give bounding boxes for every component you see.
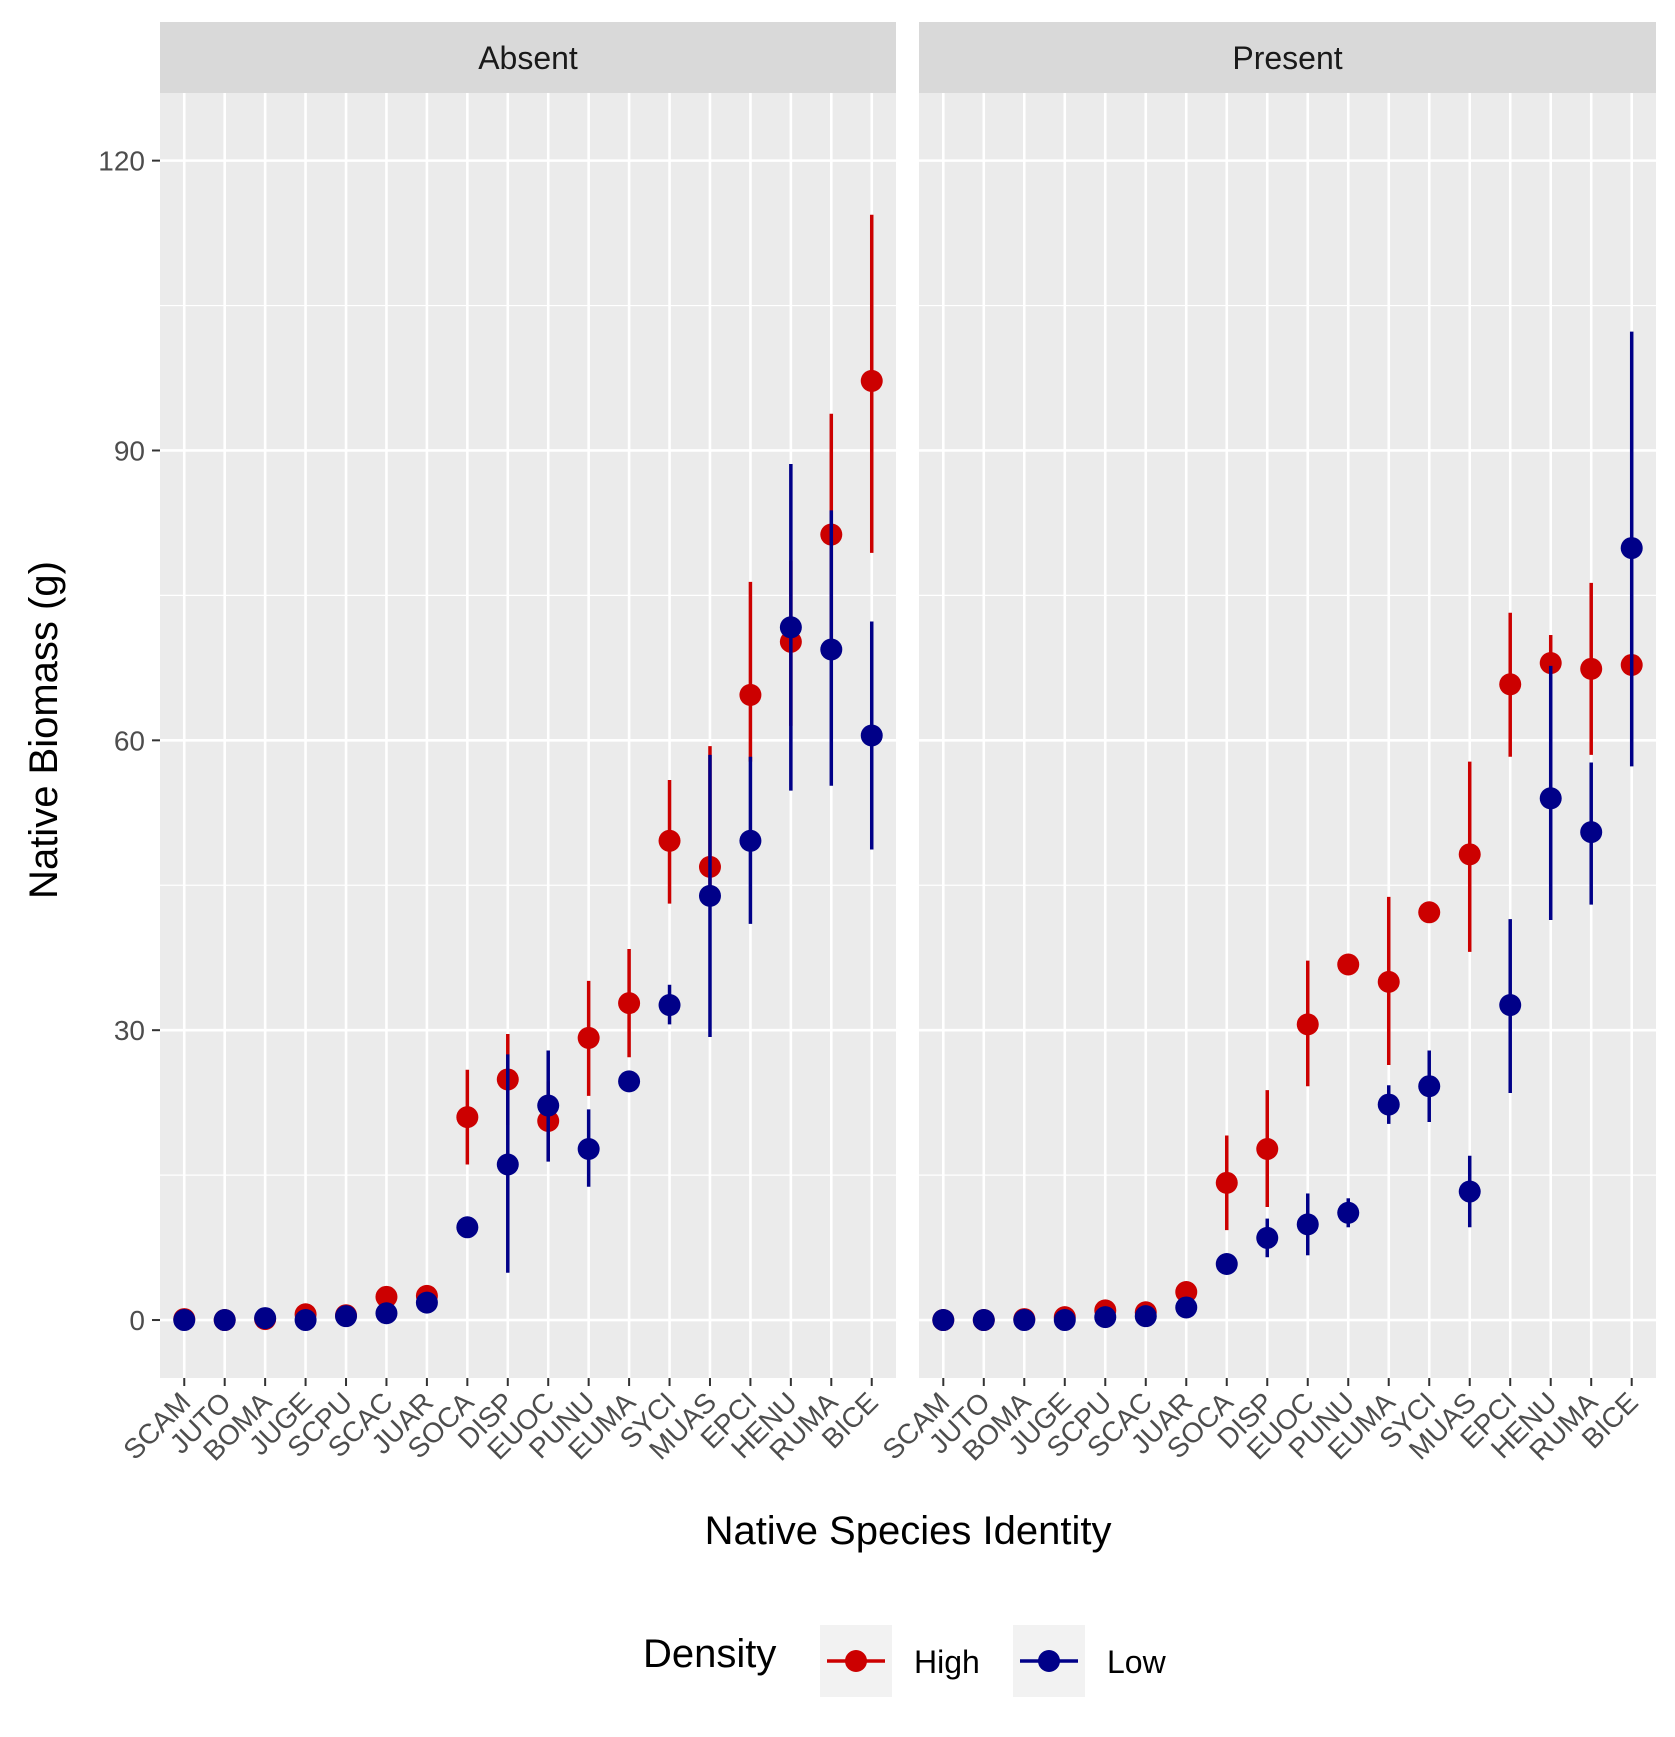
data-point — [537, 1094, 560, 1117]
data-point — [456, 1106, 479, 1129]
legend-key-point — [845, 1650, 867, 1672]
data-point — [496, 1153, 519, 1176]
data-point — [972, 1309, 995, 1332]
y-tick-label: 30 — [114, 1015, 145, 1046]
data-point — [860, 369, 883, 392]
data-point — [1094, 1306, 1117, 1329]
y-axis: 0 30 60 90 120 — [98, 146, 160, 1336]
y-tick-label: 60 — [114, 725, 145, 756]
data-point — [1256, 1138, 1279, 1161]
data-point — [1499, 994, 1522, 1017]
data-point — [618, 1070, 641, 1093]
data-point — [1580, 657, 1603, 680]
panel-background — [160, 93, 896, 1378]
data-point — [1013, 1309, 1036, 1332]
panel-strip — [160, 22, 896, 93]
data-point — [1175, 1281, 1198, 1304]
data-point — [1458, 1180, 1481, 1203]
data-point — [698, 884, 721, 907]
data-point — [1134, 1305, 1157, 1328]
legend: Density High Low — [643, 1625, 1167, 1697]
panel-present: PresentSCAMJUTOBOMAJUGESCPUSCACJUARSOCAD… — [876, 22, 1656, 1467]
data-point — [335, 1305, 358, 1328]
data-point — [1620, 537, 1643, 560]
data-point — [1215, 1252, 1238, 1275]
data-point — [1418, 1075, 1441, 1098]
data-point — [1296, 1013, 1319, 1036]
data-point — [415, 1291, 438, 1314]
data-point — [618, 992, 641, 1015]
data-point — [779, 616, 802, 639]
panel-background — [919, 93, 1656, 1378]
panel-strip — [919, 22, 1656, 93]
data-point — [1499, 673, 1522, 696]
data-point — [658, 994, 681, 1017]
data-point — [1377, 970, 1400, 993]
legend-title: Density — [643, 1632, 776, 1676]
data-point — [1215, 1171, 1238, 1194]
data-point — [294, 1309, 317, 1332]
y-tick-label: 90 — [114, 435, 145, 466]
data-point — [1053, 1309, 1076, 1332]
legend-key-low: Low — [1013, 1625, 1167, 1697]
data-point — [456, 1216, 479, 1239]
data-point — [658, 829, 681, 852]
data-point — [577, 1138, 600, 1161]
data-point — [1337, 953, 1360, 976]
data-point — [1256, 1226, 1279, 1249]
data-point — [375, 1285, 398, 1308]
legend-key-point — [1038, 1650, 1060, 1672]
data-point — [213, 1309, 236, 1332]
data-point — [254, 1307, 277, 1330]
data-point — [739, 683, 762, 706]
data-point — [173, 1309, 196, 1332]
panels-layer: AbsentSCAMJUTOBOMAJUGESCPUSCACJUARSOCADI… — [117, 22, 1656, 1467]
data-point — [1175, 1296, 1198, 1319]
data-point — [1580, 821, 1603, 844]
series-low — [932, 331, 1643, 1332]
panel-strip-label: Present — [1232, 40, 1342, 76]
legend-label-low: Low — [1107, 1644, 1167, 1680]
series-low — [173, 464, 883, 1332]
data-point — [1539, 652, 1562, 675]
data-point — [1337, 1201, 1360, 1224]
data-point — [375, 1302, 398, 1325]
data-point — [1377, 1093, 1400, 1116]
x-axis-title: Native Species Identity — [705, 1509, 1112, 1553]
y-axis-title: Native Biomass (g) — [22, 561, 66, 899]
panel-absent: AbsentSCAMJUTOBOMAJUGESCPUSCACJUARSOCADI… — [117, 22, 896, 1467]
legend-label-high: High — [914, 1644, 980, 1680]
data-point — [1296, 1213, 1319, 1236]
legend-key-high: High — [820, 1625, 980, 1697]
data-point — [739, 829, 762, 852]
y-tick-label: 120 — [98, 146, 145, 177]
data-point — [577, 1026, 600, 1049]
series-high — [932, 582, 1643, 1332]
y-tick-label: 0 — [129, 1305, 145, 1336]
panel-strip-label: Absent — [478, 40, 578, 76]
data-point — [1458, 843, 1481, 866]
data-point — [932, 1309, 955, 1332]
data-point — [1539, 787, 1562, 810]
data-point — [1418, 901, 1441, 924]
data-point — [820, 638, 843, 661]
data-point — [860, 724, 883, 747]
